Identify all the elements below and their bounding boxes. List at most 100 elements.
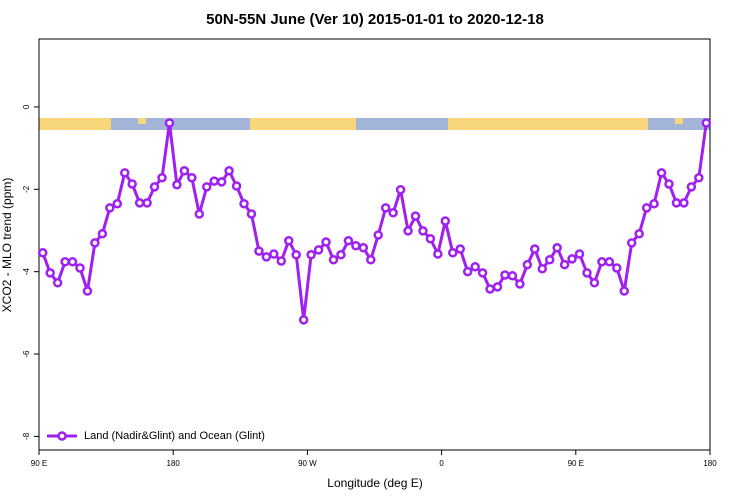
y-tick-label: -2 [22,185,31,193]
data-point [582,268,592,278]
data-point [291,250,301,260]
data-point [82,286,93,296]
data-point [694,173,704,183]
data-point [515,279,525,289]
data-point [612,263,622,273]
data-point [544,254,555,265]
data-point [172,180,182,190]
data-point [671,198,682,208]
data-point [574,249,585,259]
data-point [448,247,458,258]
data-point [440,216,451,226]
data-point [60,257,70,267]
data-point [112,198,123,209]
y-tick-label: -4 [22,268,31,276]
data-point [336,250,346,260]
data-line [41,121,708,322]
data-point [187,173,197,183]
x-tick-label: 90 E [31,459,47,468]
data-point [395,184,406,195]
data-point [224,166,234,176]
y-tick-label: -6 [22,350,31,358]
x-tick-label: 90 W [298,459,317,468]
data-point [507,271,518,281]
data-point [418,226,428,236]
data-point [52,278,63,288]
data-point [649,198,659,209]
data-point [231,181,242,191]
data-point [254,246,264,256]
chart-title: 50N-55N June (Ver 10) 2015-01-01 to 2020… [206,11,544,28]
surface-strip [39,118,710,130]
data-point [127,179,137,189]
data-point [485,284,495,294]
data-point [559,259,570,270]
data-point [284,236,294,246]
data-point [403,226,413,236]
data-point [373,230,383,240]
data-point [202,182,212,192]
legend-marker [57,431,67,441]
data-point [37,247,48,258]
data-point [321,237,331,247]
data-point [552,243,562,253]
data-point [157,173,167,183]
data-point [589,278,600,288]
plot-frame [38,38,711,451]
data-point [567,254,577,264]
data-point [67,257,78,267]
y-tick-label: -8 [22,432,31,440]
data-point [656,168,667,178]
data-point [313,245,324,255]
data-point [626,238,637,248]
data-point [634,229,644,239]
data-point [380,203,391,213]
data-point [75,263,85,273]
data-point [298,315,309,325]
data-point [500,270,510,280]
data-point [470,261,480,272]
data-point [105,203,115,213]
data-point [306,250,316,260]
data-point [664,179,674,189]
data-point [246,209,257,219]
data-point [328,254,339,265]
data-point [269,249,279,259]
data-point [343,236,354,246]
data-point [455,244,465,254]
data-point [179,166,190,176]
data-point [119,168,130,178]
data-point [522,259,533,270]
data-point [537,264,547,274]
data-point [641,203,652,213]
data-point [530,244,540,254]
data-point [619,286,630,296]
x-tick-label: 180 [167,459,181,468]
x-tick-label: 0 [439,459,444,468]
data-point [142,198,152,208]
y-tick-label: 0 [22,104,31,109]
y-axis-label: XCO2 - MLO trend (ppm) [0,178,14,313]
data-point [209,176,219,186]
data-point [216,177,227,187]
x-tick-label: 90 E [568,459,584,468]
x-axis-label: Longitude (deg E) [327,476,422,490]
legend-label: Land (Nadir&Glint) and Ocean (Glint) [84,430,265,442]
data-point [45,268,55,278]
data-point [134,198,145,208]
data-point [149,182,160,192]
data-point [433,249,443,259]
data-point [425,233,436,244]
data-point [351,240,361,251]
x-tick-label: 180 [703,459,717,468]
data-point [388,208,398,218]
data-point [410,211,421,221]
data-point [239,198,249,209]
data-point [597,257,607,267]
data-point [261,252,272,262]
data-point [679,198,689,208]
data-point [194,209,205,219]
data-point [164,118,175,128]
data-point [686,182,697,192]
